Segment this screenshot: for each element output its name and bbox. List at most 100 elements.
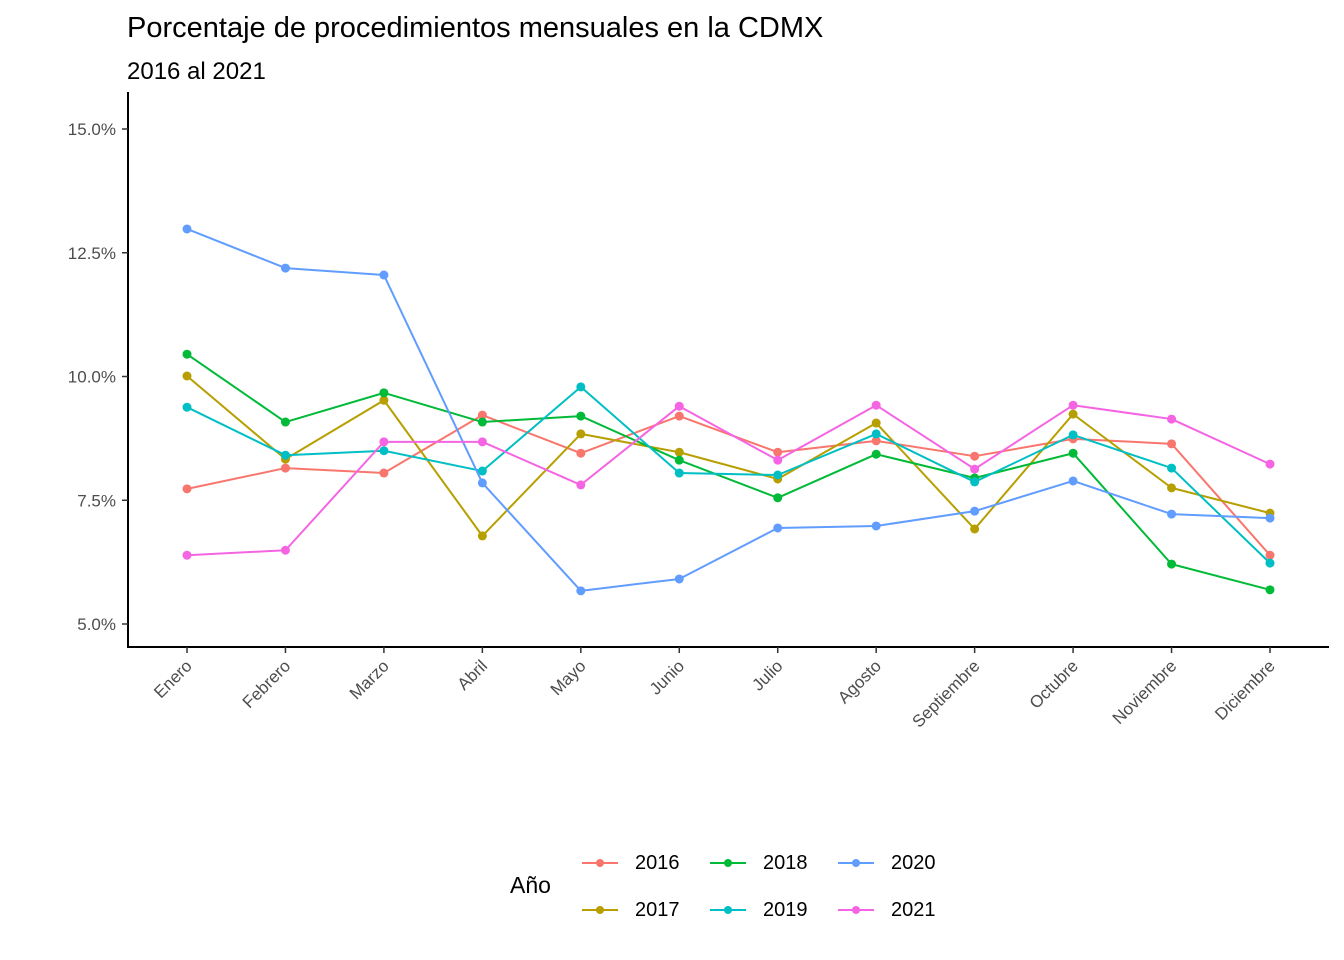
data-point (477, 478, 487, 488)
data-point (1265, 585, 1275, 595)
x-tick-label: Noviembre (1109, 656, 1181, 728)
data-point (773, 455, 783, 465)
data-point (674, 468, 684, 478)
x-tick-label: Junio (646, 656, 688, 698)
data-point (379, 437, 389, 447)
data-point (773, 470, 783, 480)
data-point (970, 451, 980, 461)
data-point (1265, 550, 1275, 560)
y-tick-label: 12.5% (68, 244, 116, 263)
x-tick-label: Agosto (834, 656, 885, 707)
series-line (186, 228, 1271, 592)
legend-label: 2020 (891, 851, 936, 874)
x-tick-label: Diciembre (1211, 656, 1279, 724)
data-point (1068, 430, 1078, 440)
data-point (970, 524, 980, 534)
data-point (773, 493, 783, 503)
data-point (773, 447, 783, 457)
legend-item-2016: 2016 (580, 851, 680, 875)
y-tick-label: 7.5% (77, 491, 116, 510)
data-point (379, 395, 389, 405)
data-point (871, 449, 881, 459)
x-tick-label: Abril (454, 656, 491, 693)
data-point (182, 484, 192, 494)
legend-label: 2021 (891, 898, 936, 921)
series-2019 (182, 382, 1275, 568)
legend-title: Año (510, 872, 551, 898)
data-point (576, 448, 586, 458)
data-point (1265, 513, 1275, 523)
legend-key (580, 898, 620, 922)
series-line (186, 375, 1271, 537)
data-point (280, 545, 290, 555)
data-point (773, 523, 783, 533)
data-point (871, 400, 881, 410)
data-point (477, 410, 487, 420)
data-point (477, 531, 487, 541)
series-2021 (182, 400, 1275, 560)
data-point (871, 521, 881, 531)
data-point (970, 506, 980, 516)
legend-key (836, 851, 876, 875)
data-point (970, 477, 980, 487)
data-point (182, 402, 192, 412)
legend-key (708, 851, 748, 875)
data-point (477, 437, 487, 447)
x-tick-label: Mayo (547, 656, 590, 699)
series-2017 (182, 371, 1275, 541)
legend-key (836, 898, 876, 922)
series-layer (182, 224, 1275, 596)
chart-subtitle: 2016 al 2021 (127, 58, 266, 85)
data-point (379, 388, 389, 398)
data-point (1167, 483, 1177, 493)
data-point (576, 480, 586, 490)
x-tick-label: Marzo (346, 656, 393, 703)
data-point (674, 401, 684, 411)
data-point (477, 417, 487, 427)
data-point (576, 382, 586, 392)
data-point (674, 411, 684, 421)
series-line (186, 404, 1271, 557)
series-line (186, 414, 1271, 556)
data-point (1265, 459, 1275, 469)
y-tick-label: 10.0% (68, 368, 116, 387)
axes: 5.0% 7.5% 10.0% 12.5% 15.0% Enero Febrero Marzo… (68, 92, 1329, 731)
series-2020 (182, 224, 1275, 596)
legend-item-2021: 2021 (836, 898, 936, 922)
x-tick-label: Enero (150, 656, 196, 702)
data-point (280, 417, 290, 427)
legend-key (708, 898, 748, 922)
x-tick-label: Septiembre (909, 656, 984, 731)
x-tick-label: Febrero (239, 656, 295, 712)
data-point (182, 349, 192, 359)
legend-item-2019: 2019 (708, 898, 808, 922)
data-point (379, 446, 389, 456)
data-point (576, 429, 586, 439)
chart-title: Porcentaje de procedimientos mensuales e… (127, 12, 824, 44)
data-point (1068, 409, 1078, 419)
data-point (576, 411, 586, 421)
data-point (674, 455, 684, 465)
data-point (280, 263, 290, 273)
data-point (1167, 414, 1177, 424)
data-point (1068, 400, 1078, 410)
data-point (477, 466, 487, 476)
legend-item-2018: 2018 (708, 851, 808, 875)
series-line (186, 385, 1271, 564)
legend-item-2020: 2020 (836, 851, 936, 875)
data-point (1068, 476, 1078, 486)
data-point (1167, 509, 1177, 519)
data-point (182, 224, 192, 234)
data-point (871, 418, 881, 428)
data-point (182, 371, 192, 381)
data-point (379, 468, 389, 478)
x-tick-label: Octubre (1026, 656, 1082, 712)
legend-label: 2016 (635, 851, 680, 874)
data-point (871, 436, 881, 446)
series-line (186, 353, 1271, 591)
legend-item-2017: 2017 (580, 898, 680, 922)
legend-key (580, 851, 620, 875)
data-point (1167, 463, 1177, 473)
data-point (379, 270, 389, 280)
legend-label: 2017 (635, 898, 680, 921)
